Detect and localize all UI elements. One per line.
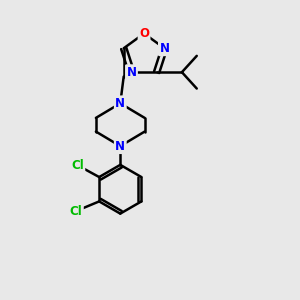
Text: N: N [127, 66, 136, 79]
Text: N: N [159, 42, 170, 55]
Text: N: N [115, 97, 125, 110]
Text: N: N [115, 140, 125, 153]
Text: Cl: Cl [71, 159, 84, 172]
Text: O: O [139, 27, 149, 40]
Text: Cl: Cl [70, 205, 83, 218]
